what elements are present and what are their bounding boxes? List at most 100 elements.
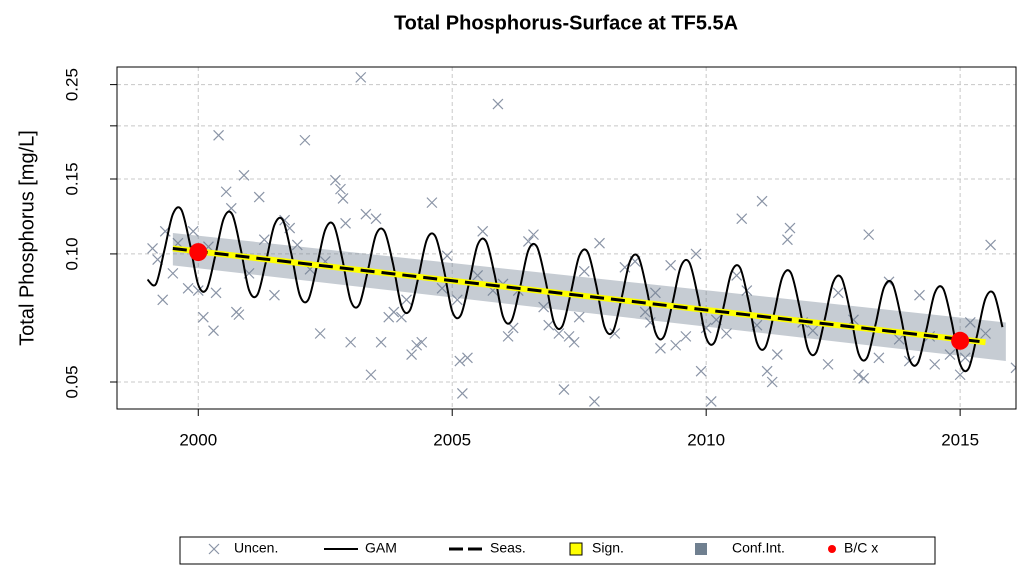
data-point [167,267,179,279]
data-point [396,311,407,323]
data-point [766,376,778,388]
legend-label: Conf.Int. [732,540,785,556]
data-point [436,282,448,294]
x-tick-label: 2005 [433,430,471,449]
data-point [426,197,438,209]
data-point [456,387,468,399]
data-point [157,294,169,306]
trend-line [172,246,986,344]
legend-box [179,536,936,565]
data-point [705,396,717,407]
data-point [360,208,372,220]
data-point [985,239,997,251]
data-point [807,325,819,337]
data-point [220,186,232,198]
bc-point [189,243,208,262]
data-point [964,317,976,328]
data-point [451,294,463,306]
data-point [187,225,199,237]
data-point [736,213,748,225]
data-point [858,372,870,384]
data-point [771,349,783,360]
data-point [756,195,768,207]
data-point [416,336,428,348]
data-point [873,352,885,364]
data-point [213,129,225,141]
data-point [182,282,194,294]
data-point [578,265,590,277]
bc-point [951,331,970,350]
data-point [589,396,600,407]
data-point [388,306,400,318]
data-point [721,328,732,339]
data-point [329,174,341,186]
data-point [340,217,351,229]
y-tick-label: 0.25 [62,68,81,101]
data-point [690,248,702,260]
data-point [558,384,570,395]
data-point [609,328,621,339]
data-point [238,169,250,181]
data-point [233,309,245,321]
data-point [406,349,418,360]
data-point [375,336,387,348]
data-point [784,222,796,234]
data-point [929,358,941,370]
data-point [454,355,466,367]
data-point [253,191,265,203]
data-point [914,289,925,301]
plot-frame [116,66,1017,410]
data-point [853,369,864,381]
legend-label: GAM [365,540,397,556]
data-point [401,294,412,306]
legend-marker [695,543,707,555]
data-point [959,352,971,364]
data-point [502,330,514,342]
legend-label: Uncen. [234,540,278,556]
data-point [782,234,793,246]
data-point [197,311,209,323]
y-tick-label: 0.15 [62,162,81,195]
data-point [670,339,682,351]
data-point [337,193,349,204]
gam-line [146,206,1004,373]
data-point [147,243,158,254]
data-point [345,336,357,348]
chart-title: Total Phosphorus-Surface at TF5.5A [394,12,738,34]
data-point [507,322,519,334]
y-axis-label: Total Phosphorus [mg/L] [16,130,38,346]
legend-label: Seas. [490,540,526,556]
data-point [192,285,204,297]
data-point [832,287,844,299]
data-point [1010,362,1016,374]
y-tick-label: 0.10 [62,237,81,270]
data-point [731,270,743,281]
data-point [655,342,666,354]
data-point [299,134,311,146]
data-point [492,98,504,110]
data-point [944,349,956,360]
data-point [370,213,382,225]
legend-label: Sign. [592,540,624,556]
data-point [279,214,291,226]
data-point [291,239,303,251]
data-point [441,250,453,262]
data-point [258,234,270,246]
data-point [314,328,326,339]
data-point [893,333,905,345]
data-point [472,270,484,281]
data-point [210,287,222,299]
data-point [269,289,280,301]
x-tick-label: 2015 [941,430,979,449]
legend-label: B/C x [844,540,878,556]
data-point [665,259,677,271]
data-point [573,311,585,323]
data-point [695,365,707,377]
data-point [528,229,539,241]
legend-marker [828,545,836,553]
data-point [594,237,605,249]
legend-marker [208,543,220,555]
data-point [761,365,773,377]
data-point [365,369,377,381]
